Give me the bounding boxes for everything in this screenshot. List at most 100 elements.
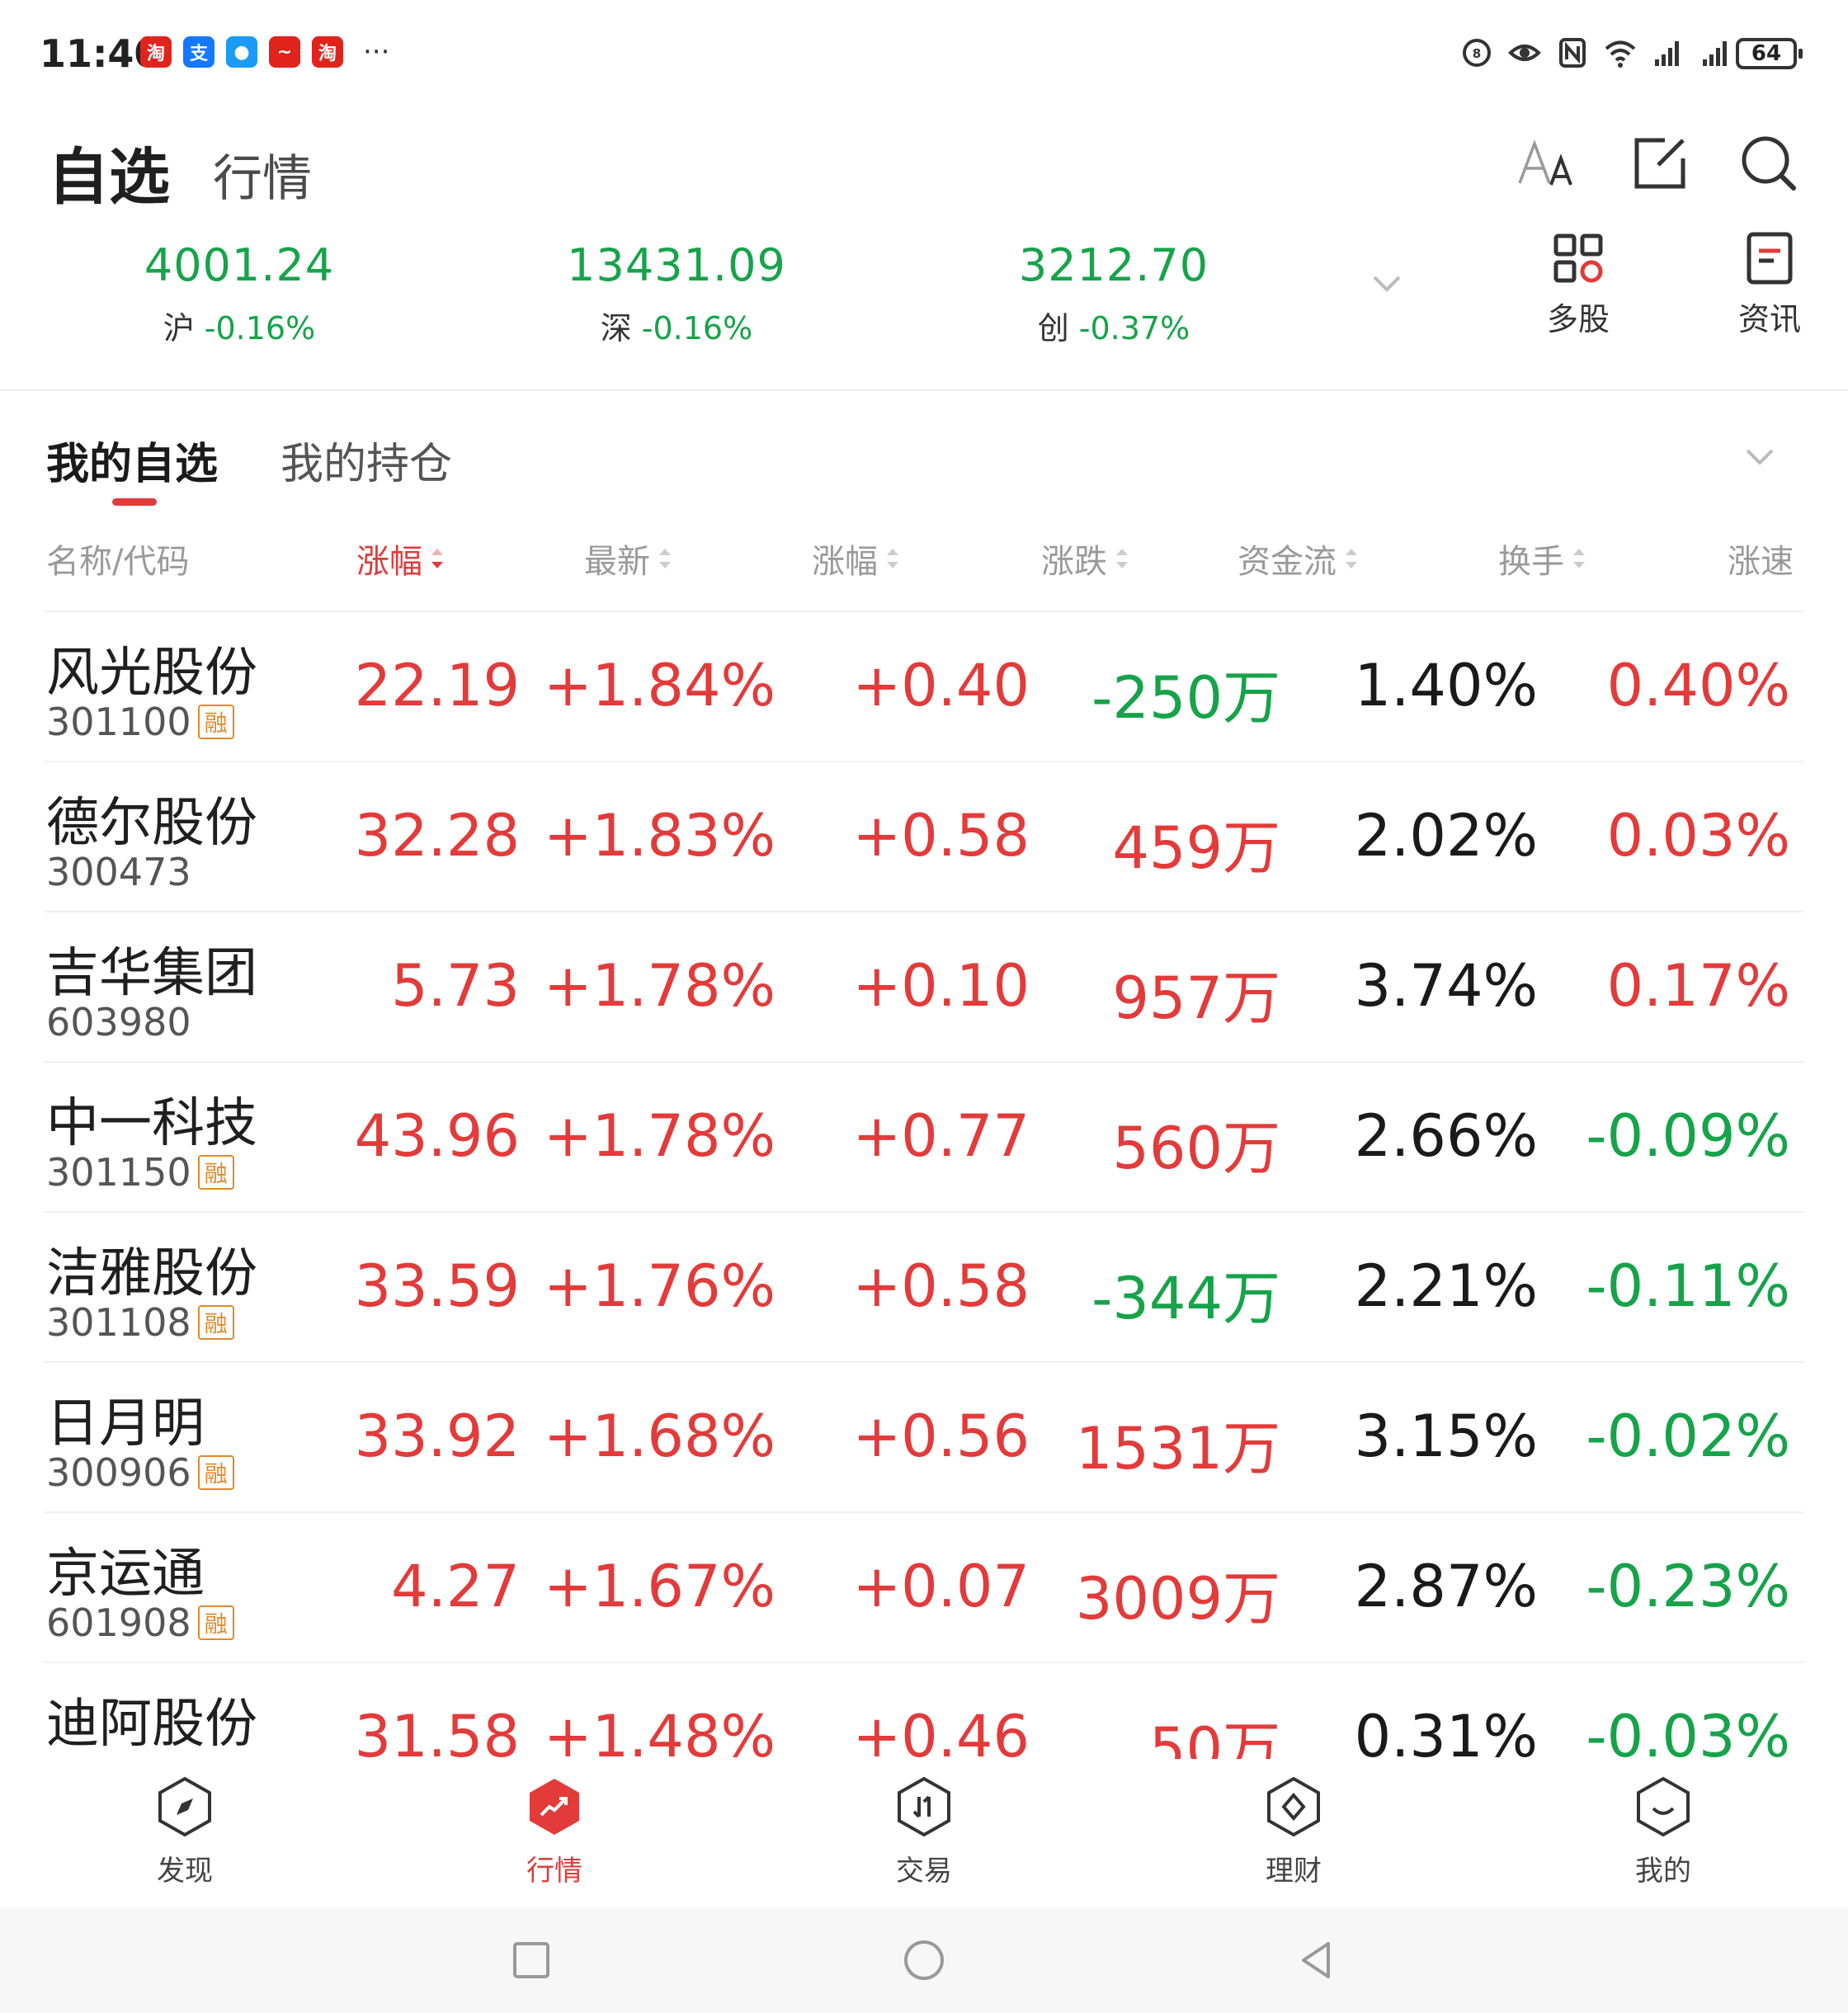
active-tab-indicator — [112, 498, 157, 506]
row-divider — [45, 1361, 1803, 1363]
stock-row[interactable]: 吉华集团 603980 5.73 +1.78% +0.10 957万 3.74% 0.17% — [0, 912, 1848, 1063]
stock-turnover: 1.40% — [1354, 652, 1538, 719]
stock-change-pct: +1.68% — [543, 1402, 776, 1470]
nfc-icon — [1559, 38, 1586, 68]
stock-change: +0.56 — [852, 1402, 1030, 1470]
stock-row[interactable]: 风光股份 301100 融 22.19 +1.84% +0.40 -250万 1.40% 0.4… — [0, 612, 1848, 762]
column-label: 最新 — [584, 543, 650, 581]
stock-fund-flow: 560万 — [1112, 1115, 1280, 1182]
back-icon[interactable] — [1292, 1935, 1341, 1985]
eye-comfort-icon — [1508, 45, 1541, 61]
home-icon[interactable] — [899, 1935, 949, 1985]
nav-market[interactable]: 行情 — [472, 1775, 637, 1888]
stock-code-group: 301100 融 — [46, 700, 234, 744]
more-notifications-icon: ··· — [363, 35, 390, 68]
column-label: 涨速 — [1728, 543, 1794, 581]
stock-row[interactable]: 京运通 601908 融 4.27 +1.67% +0.07 3009万 2.87% -0.23… — [0, 1513, 1848, 1663]
stock-name: 迪阿股份 — [46, 1694, 257, 1755]
column-label: 涨跌 — [1041, 543, 1107, 581]
margin-trading-badge: 融 — [197, 1305, 234, 1340]
hd-call-icon: 8 — [1463, 39, 1491, 67]
stock-speed: -0.23% — [1586, 1553, 1790, 1620]
page-title[interactable]: 自选 — [48, 142, 170, 213]
stock-row[interactable]: 德尔股份 300473 32.28 +1.83% +0.58 459万 2.02% 0.03% — [0, 762, 1848, 912]
nav-discover[interactable]: 发现 — [102, 1775, 267, 1888]
font-size-icon[interactable] — [1515, 132, 1577, 195]
stock-speed: 0.17% — [1606, 952, 1790, 1020]
stock-price: 32.28 — [354, 802, 520, 870]
chevron-down-icon[interactable] — [1741, 437, 1779, 475]
stock-code: 301100 — [46, 700, 191, 744]
stock-change-pct: +1.83% — [543, 802, 776, 870]
search-icon[interactable] — [1737, 132, 1800, 195]
stock-row[interactable]: 洁雅股份 301108 融 33.59 +1.76% +0.58 -344万 2.21% -0.… — [0, 1213, 1848, 1363]
sort-icon — [1573, 549, 1585, 568]
index-value: 4001.24 — [144, 239, 335, 291]
column-header-change-pct[interactable]: 涨幅 — [812, 535, 901, 582]
column-header-price[interactable]: 涨幅 — [356, 535, 446, 582]
stock-speed: -0.11% — [1586, 1252, 1790, 1320]
column-header-speed[interactable]: 涨速 — [1728, 535, 1794, 582]
stock-change-pct: +1.78% — [543, 1102, 776, 1170]
index-chinext[interactable]: 3212.70 创 -0.37% — [957, 239, 1270, 348]
stock-change: +0.58 — [852, 1252, 1030, 1320]
stock-speed: -0.03% — [1586, 1703, 1790, 1759]
notification-icons: 淘支 ● ~ 淘 ··· — [140, 36, 389, 68]
tab-my-watchlist[interactable]: 我的自选 — [46, 440, 219, 489]
chevron-down-icon[interactable] — [1368, 264, 1406, 302]
stock-price: 43.96 — [354, 1102, 520, 1170]
stock-price: 33.92 — [354, 1402, 520, 1470]
sort-icon — [1116, 549, 1128, 568]
stock-row[interactable]: 日月明 300906 融 33.92 +1.68% +0.56 1531万 3.15% -0.0… — [0, 1363, 1848, 1513]
nav-wealth[interactable]: 理财 — [1211, 1775, 1376, 1888]
stock-turnover: 0.31% — [1354, 1703, 1538, 1759]
sort-icon — [431, 549, 443, 568]
index-value: 13431.09 — [567, 239, 786, 291]
news-button[interactable]: 资讯 — [1708, 229, 1832, 339]
svg-text:8: 8 — [1473, 46, 1481, 61]
grid-icon — [1553, 233, 1603, 283]
stock-code: 601908 — [46, 1600, 191, 1645]
stock-row[interactable]: 迪阿股份 31.58 +1.48% +0.46 50万 0.31% -0.03% — [0, 1663, 1848, 1759]
index-shenzhen[interactable]: 13431.09 深 -0.16% — [520, 239, 833, 348]
margin-trading-badge: 融 — [197, 705, 234, 739]
stock-turnover: 3.15% — [1354, 1402, 1538, 1470]
stock-code-group: 601908 融 — [46, 1600, 234, 1645]
stock-change: +0.40 — [852, 652, 1030, 719]
column-header-turnover[interactable]: 换手 — [1498, 535, 1587, 582]
stock-change-pct: +1.67% — [543, 1553, 776, 1620]
taobao-notif-icon: 淘 — [140, 36, 172, 68]
margin-trading-badge: 融 — [197, 1455, 234, 1490]
signal-2-icon — [1703, 41, 1727, 66]
index-shanghai[interactable]: 4001.24 沪 -0.16% — [82, 239, 396, 348]
recent-apps-icon[interactable] — [507, 1935, 556, 1985]
multi-stock-label: 多股 — [1546, 301, 1610, 337]
stock-change-pct: +1.76% — [543, 1252, 776, 1320]
stock-name: 风光股份 — [46, 643, 257, 704]
nav-label: 发现 — [157, 1855, 213, 1888]
stock-speed: -0.02% — [1586, 1402, 1790, 1470]
index-name: 创 — [1037, 310, 1069, 346]
nav-trade[interactable]: 交易 — [842, 1775, 1006, 1888]
multi-stock-button[interactable]: 多股 — [1516, 229, 1640, 339]
sort-icon — [659, 549, 671, 568]
stock-fund-flow: 3009万 — [1075, 1565, 1280, 1633]
tab-market[interactable]: 行情 — [213, 150, 312, 208]
index-value: 3212.70 — [1018, 239, 1209, 291]
stock-change-pct: +1.78% — [543, 952, 776, 1020]
column-label: 涨幅 — [812, 543, 878, 581]
column-header-latest[interactable]: 最新 — [584, 535, 673, 582]
tab-my-holdings[interactable]: 我的持仓 — [280, 440, 453, 489]
edit-icon[interactable] — [1629, 132, 1691, 195]
column-header-fund-flow[interactable]: 资金流 — [1238, 535, 1360, 582]
column-header-change[interactable]: 涨跌 — [1041, 535, 1130, 582]
nav-profile[interactable]: 我的 — [1581, 1775, 1746, 1888]
stock-price: 22.19 — [354, 652, 520, 719]
stock-row[interactable]: 中一科技 301150 融 43.96 +1.78% +0.77 560万 2.66% -0.0… — [0, 1063, 1848, 1213]
stock-notif-icon: ~ — [269, 36, 300, 68]
stock-fund-flow: -250万 — [1091, 664, 1280, 732]
divider — [45, 610, 1803, 612]
margin-trading-badge: 融 — [197, 1605, 234, 1640]
watchlist-table: 风光股份 301100 融 22.19 +1.84% +0.40 -250万 1.40% 0.4… — [0, 612, 1848, 1759]
stock-code-group: 300473 — [46, 850, 191, 894]
